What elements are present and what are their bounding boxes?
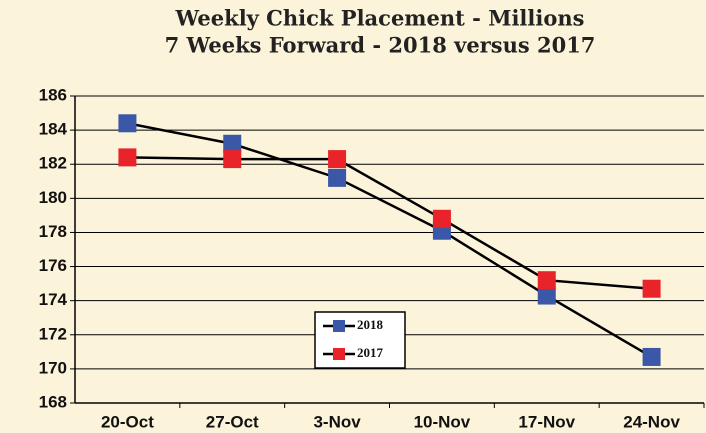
chart-subtitle: 7 Weeks Forward - 2018 versus 2017	[165, 33, 596, 58]
marker	[328, 168, 347, 187]
legend-marker	[333, 320, 345, 332]
x-tick-label: 3-Nov	[313, 412, 361, 431]
marker	[223, 150, 242, 169]
marker	[432, 209, 451, 228]
legend-label: 2017	[357, 345, 384, 360]
y-tick-label: 172	[39, 324, 67, 343]
series-line	[127, 122, 653, 359]
x-tick-label: 10-Nov	[414, 412, 471, 431]
legend-marker	[333, 348, 345, 360]
y-tick-label: 180	[39, 188, 67, 207]
y-tick-label: 176	[39, 256, 67, 275]
legend-label: 2018	[357, 317, 384, 332]
y-tick-label: 186	[39, 85, 67, 104]
x-tick-label: 20-Oct	[101, 412, 154, 431]
x-tick-label: 17-Nov	[518, 412, 575, 431]
y-tick-label: 182	[39, 154, 67, 173]
y-tick-label: 168	[39, 392, 67, 411]
series-line	[127, 156, 652, 290]
y-tick-label: 174	[39, 290, 68, 309]
marker	[537, 271, 556, 290]
x-tick-label: 27-Oct	[206, 412, 259, 431]
chart-title: Weekly Chick Placement - Millions	[175, 6, 585, 31]
marker	[118, 148, 137, 167]
marker	[328, 150, 347, 169]
marker	[118, 114, 137, 133]
marker	[537, 286, 556, 305]
y-tick-label: 178	[39, 222, 67, 241]
marker	[223, 134, 242, 153]
marker	[642, 347, 661, 366]
x-tick-label: 24-Nov	[623, 412, 680, 431]
legend-box	[314, 311, 406, 369]
y-tick-label: 184	[39, 120, 68, 139]
y-tick-label: 170	[39, 358, 67, 377]
marker	[642, 279, 661, 298]
